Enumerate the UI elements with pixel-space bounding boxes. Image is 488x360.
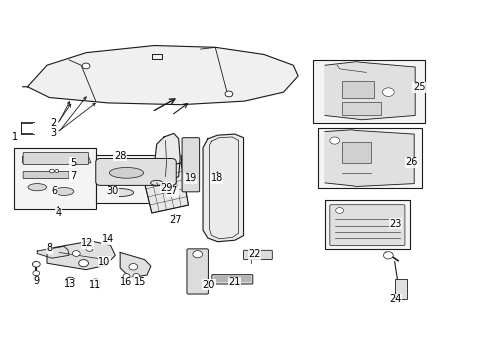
Text: 10: 10 — [98, 257, 110, 267]
Text: 21: 21 — [228, 277, 241, 287]
Circle shape — [224, 91, 232, 97]
Circle shape — [32, 261, 40, 267]
Circle shape — [91, 279, 100, 285]
Circle shape — [129, 264, 138, 270]
Polygon shape — [37, 246, 69, 258]
Circle shape — [33, 271, 40, 276]
FancyBboxPatch shape — [211, 275, 252, 284]
Circle shape — [192, 251, 202, 258]
Bar — [14, 148, 96, 210]
Text: 4: 4 — [55, 208, 61, 218]
Text: 13: 13 — [64, 279, 77, 289]
Circle shape — [123, 274, 130, 279]
Bar — [325, 201, 409, 249]
Bar — [341, 102, 380, 116]
Text: 8: 8 — [46, 243, 52, 253]
FancyBboxPatch shape — [96, 158, 176, 185]
Polygon shape — [22, 45, 298, 105]
Text: 3: 3 — [50, 128, 56, 138]
Text: 24: 24 — [388, 294, 401, 304]
Text: 22: 22 — [247, 249, 260, 259]
Text: 25: 25 — [412, 82, 425, 93]
Text: 27: 27 — [169, 215, 181, 225]
Bar — [341, 142, 370, 163]
Text: 28: 28 — [114, 150, 126, 161]
Circle shape — [49, 169, 54, 173]
Bar — [312, 60, 424, 123]
Text: 15: 15 — [133, 277, 145, 287]
Polygon shape — [154, 134, 180, 184]
Circle shape — [335, 208, 343, 213]
Ellipse shape — [106, 189, 133, 197]
Polygon shape — [47, 241, 115, 270]
Text: 16: 16 — [120, 277, 132, 287]
Circle shape — [72, 251, 80, 256]
FancyBboxPatch shape — [23, 152, 88, 165]
Bar — [317, 128, 422, 188]
Ellipse shape — [54, 188, 74, 195]
Bar — [96, 155, 181, 203]
Circle shape — [329, 137, 339, 144]
Text: 12: 12 — [81, 238, 94, 248]
Text: 5: 5 — [70, 158, 76, 168]
Circle shape — [82, 63, 90, 69]
Circle shape — [187, 178, 193, 182]
Polygon shape — [142, 163, 188, 213]
Text: 18: 18 — [210, 173, 223, 183]
Polygon shape — [22, 157, 91, 163]
Bar — [394, 279, 406, 299]
Text: 9: 9 — [33, 276, 39, 286]
Text: 26: 26 — [405, 157, 417, 167]
Polygon shape — [203, 134, 243, 242]
Text: 2: 2 — [50, 118, 57, 128]
Text: 20: 20 — [203, 280, 215, 290]
Circle shape — [66, 277, 75, 284]
Text: 1: 1 — [12, 132, 19, 142]
Circle shape — [133, 274, 140, 279]
Text: 30: 30 — [106, 186, 119, 197]
FancyBboxPatch shape — [186, 249, 208, 294]
FancyBboxPatch shape — [243, 250, 272, 260]
FancyBboxPatch shape — [23, 171, 69, 179]
Ellipse shape — [28, 184, 46, 191]
Text: 23: 23 — [388, 219, 401, 229]
Circle shape — [33, 276, 39, 281]
Circle shape — [79, 260, 88, 267]
Bar — [341, 81, 373, 98]
Polygon shape — [120, 252, 151, 278]
Text: 14: 14 — [102, 234, 114, 244]
Ellipse shape — [150, 180, 163, 185]
Circle shape — [383, 252, 392, 259]
Text: 7: 7 — [70, 171, 76, 181]
Circle shape — [86, 246, 93, 251]
Text: 19: 19 — [184, 173, 197, 183]
Text: 17: 17 — [166, 186, 178, 197]
Polygon shape — [325, 62, 414, 120]
FancyBboxPatch shape — [182, 138, 199, 192]
Circle shape — [55, 170, 59, 172]
FancyBboxPatch shape — [329, 205, 404, 246]
Text: 11: 11 — [88, 280, 101, 290]
Text: 29: 29 — [160, 183, 172, 193]
Ellipse shape — [109, 167, 143, 178]
Polygon shape — [325, 130, 413, 186]
Circle shape — [382, 88, 393, 96]
Text: 6: 6 — [51, 186, 57, 197]
